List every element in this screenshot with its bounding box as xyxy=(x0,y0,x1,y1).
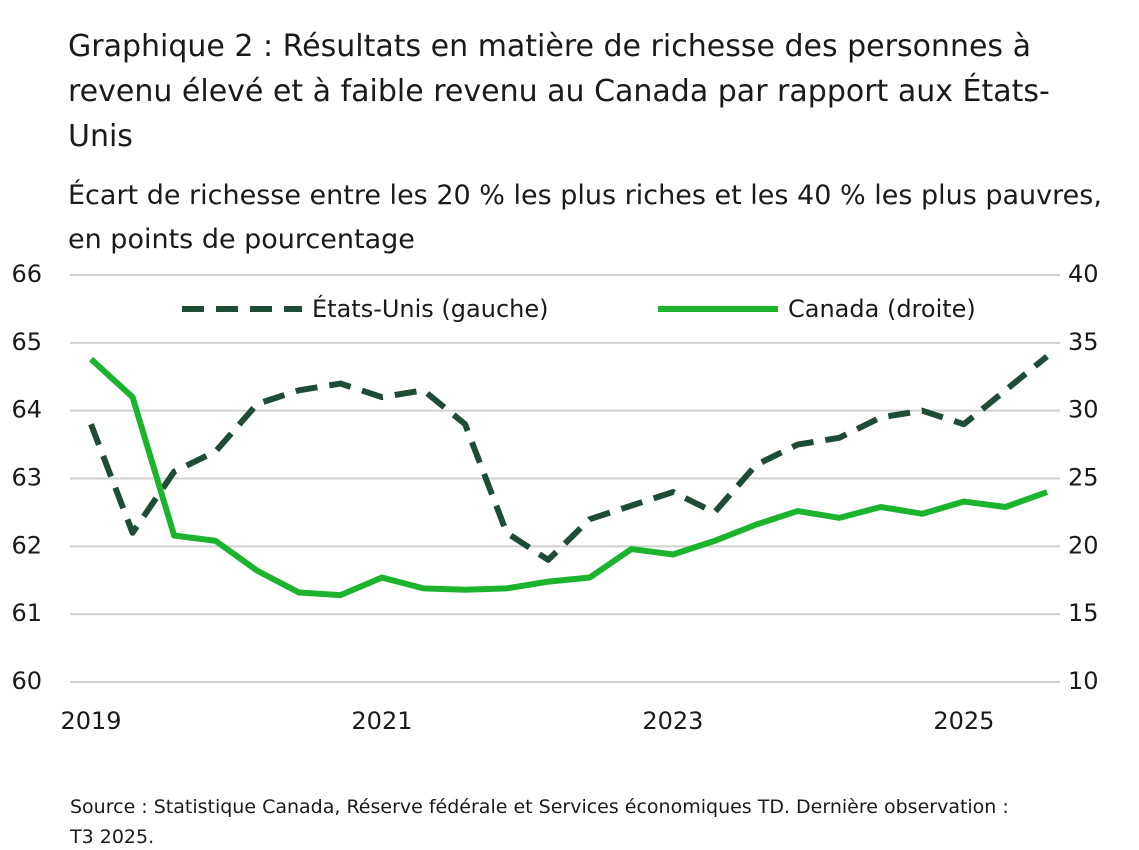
x-tick-label: 2025 xyxy=(933,707,994,735)
y2-tick-label: 10 xyxy=(1068,667,1099,695)
x-tick-label: 2021 xyxy=(351,707,412,735)
legend-label: États-Unis (gauche) xyxy=(312,294,548,323)
data-line xyxy=(88,356,1049,599)
y-tick-label: 62 xyxy=(11,531,42,559)
x-tick-label: 2019 xyxy=(60,707,121,735)
y-tick-label: 63 xyxy=(11,464,42,492)
y-tick-label: 66 xyxy=(11,260,42,288)
y-tick-label: 60 xyxy=(11,667,42,695)
x-tick-label: 2023 xyxy=(642,707,703,735)
y2-tick-label: 35 xyxy=(1068,328,1099,356)
legend-label: Canada (droite) xyxy=(788,295,976,323)
y2-tick-label: 40 xyxy=(1068,260,1099,288)
chart-title: Graphique 2 : Résultats en matière de ri… xyxy=(68,29,1050,154)
data-line xyxy=(88,354,1049,563)
source-note: Source : Statistique Canada, Réserve féd… xyxy=(70,796,1009,848)
y2-tick-label: 30 xyxy=(1068,396,1099,424)
chart-subtitle: Écart de richesse entre les 20 % les plu… xyxy=(68,180,1102,255)
y2-tick-label: 15 xyxy=(1068,599,1099,627)
y-tick-label: 64 xyxy=(11,396,42,424)
y-tick-label: 65 xyxy=(11,328,42,356)
y2-tick-label: 25 xyxy=(1068,464,1099,492)
y-tick-label: 61 xyxy=(11,599,42,627)
y2-tick-label: 20 xyxy=(1068,531,1099,559)
